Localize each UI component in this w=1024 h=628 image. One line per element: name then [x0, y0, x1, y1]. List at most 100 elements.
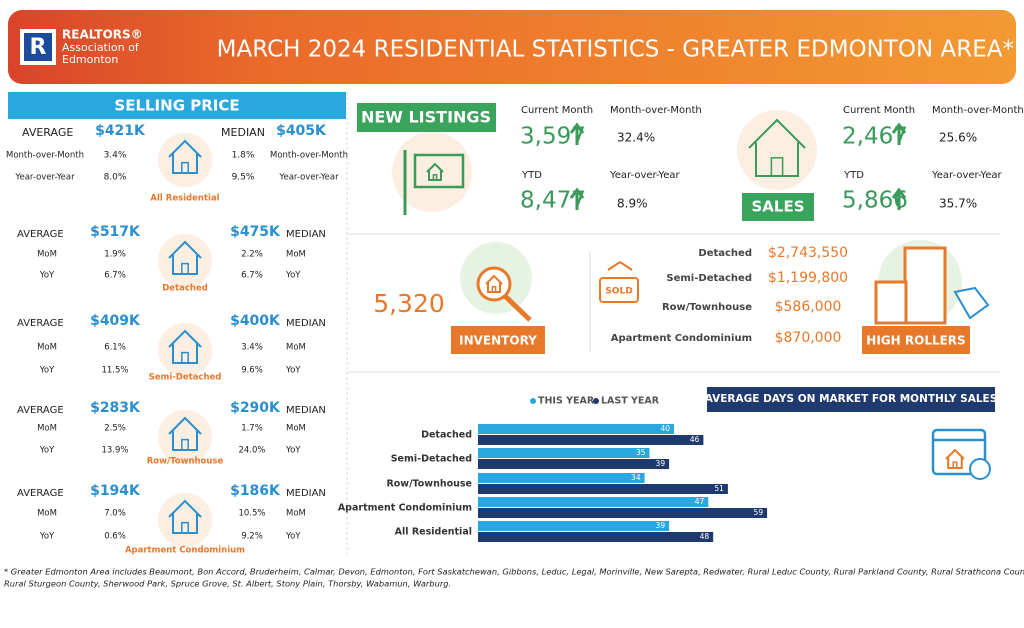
value: 32.4% [617, 131, 655, 145]
value: 13.9% [101, 446, 128, 456]
category-label: Detached [421, 430, 472, 441]
section-header [451, 326, 545, 354]
label: Current Month [843, 105, 915, 116]
row-label: YoY [285, 532, 301, 542]
label: Month-over-Month [610, 105, 702, 116]
bar [478, 435, 704, 445]
row-label: MoM [37, 509, 57, 519]
bar-value-label: 35 [636, 448, 646, 457]
icon-bg [158, 493, 212, 547]
chart-title-box [707, 387, 995, 412]
row-label: Detached [698, 248, 752, 259]
legend-label: THIS YEAR [538, 396, 595, 407]
row-label: YoY [39, 532, 55, 542]
category-label: Row/Townhouse [386, 479, 472, 490]
footnote: * Greater Edmonton Area includes Beaumon… [4, 567, 1024, 577]
row-label: YoY [285, 271, 301, 281]
section-header [862, 326, 970, 354]
icon-bg [737, 110, 817, 190]
sign-board [413, 153, 465, 189]
row-label: Apartment Condominium [611, 333, 752, 344]
house-door [181, 521, 189, 534]
value: $186K [230, 483, 281, 499]
label: AVERAGE [17, 488, 64, 499]
label: AVERAGE [17, 229, 64, 240]
bar-value-label: 47 [695, 497, 705, 506]
row-label: YoY [39, 446, 55, 456]
value: $870,000 [775, 330, 842, 346]
label: MEDIAN [286, 318, 326, 329]
house-door [770, 157, 784, 177]
value: 2.2% [241, 250, 263, 260]
value: 10.5% [238, 509, 265, 519]
magnifier [478, 268, 510, 300]
bar-value-label: 40 [660, 424, 670, 433]
value: $290K [230, 400, 281, 416]
value: 11.5% [101, 366, 128, 376]
label: MEDIAN [286, 229, 326, 240]
section-title: SALES [751, 198, 804, 216]
row-label: Row/Townhouse [662, 302, 752, 313]
icon-bg [158, 323, 212, 377]
value: $517K [90, 224, 141, 240]
value: 3.4% [104, 151, 127, 161]
value: 3.4% [241, 343, 263, 353]
header-banner [8, 10, 1016, 84]
legend-swatch [593, 398, 599, 404]
bar [478, 521, 670, 531]
row-label: Month-over-Month [270, 151, 348, 161]
clock-icon [969, 458, 991, 480]
page-title: MARCH 2024 RESIDENTIAL STATISTICS - GREA… [217, 37, 1014, 63]
sign-hang [607, 261, 621, 271]
group-name: Semi-Detached [149, 373, 222, 383]
up-arrow [891, 187, 907, 199]
bar [478, 424, 674, 434]
label: Edmonton [62, 53, 118, 66]
building-icon [874, 280, 908, 325]
section-title: HIGH ROLLERS [866, 334, 965, 348]
group-name: Row/Townhouse [147, 457, 224, 467]
clock-icon [970, 459, 990, 479]
house-door [181, 351, 189, 364]
label: YTD [521, 170, 542, 181]
bar-value-label: 39 [656, 459, 666, 468]
value: 9.6% [241, 366, 263, 376]
group-name: All Residential [150, 194, 219, 204]
value: 24.0% [238, 446, 265, 456]
building-icon [903, 246, 947, 325]
bar [478, 448, 650, 458]
value: 6.7% [241, 271, 263, 281]
label: MEDIAN [221, 126, 265, 139]
value: $2,743,550 [768, 245, 848, 261]
row-label: YoY [285, 366, 301, 376]
house-door [491, 286, 497, 293]
bar [478, 459, 670, 469]
up-arrow [891, 122, 907, 134]
category-label: All Residential [395, 527, 472, 538]
row-label: YoY [39, 271, 55, 281]
house-door [952, 461, 958, 469]
value: 8.0% [104, 173, 127, 183]
value: 1.7% [241, 424, 263, 434]
value: $409K [90, 313, 141, 329]
sign-board [599, 277, 639, 303]
icon-bg [392, 132, 472, 212]
bar-value-label: 46 [690, 435, 700, 444]
group-name: Detached [162, 284, 208, 294]
value: $283K [90, 400, 141, 416]
label: MEDIAN [286, 405, 326, 416]
label: Month-over-Month [932, 105, 1024, 116]
house-door [432, 174, 438, 181]
bar-value-label: 59 [754, 508, 764, 517]
value: $421K [95, 123, 146, 139]
label: Association of [62, 41, 140, 54]
value: $194K [90, 483, 141, 499]
value: 1.8% [232, 151, 255, 161]
label: AVERAGE [17, 405, 64, 416]
section-header [357, 103, 496, 132]
label: REALTORS® [62, 28, 143, 42]
value: 9.2% [241, 532, 263, 542]
house-door [181, 262, 189, 275]
label: AVERAGE [22, 126, 73, 139]
bar-value-label: 51 [714, 484, 724, 493]
